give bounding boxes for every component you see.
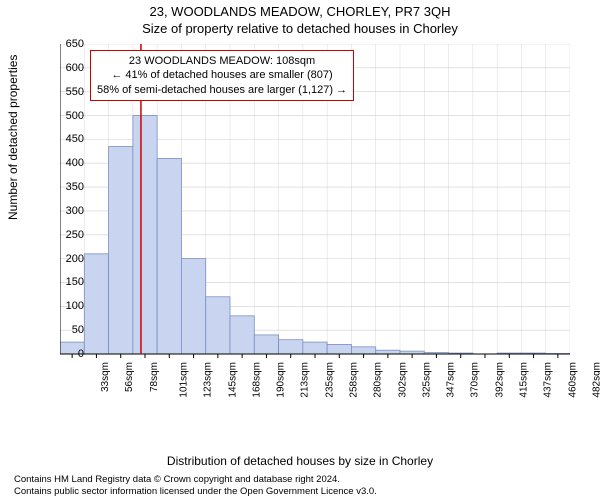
xtick-label: 415sqm xyxy=(519,362,530,398)
ytick-label: 600 xyxy=(54,62,84,74)
ytick-label: 0 xyxy=(54,348,84,360)
ytick-label: 50 xyxy=(54,324,84,336)
xtick-label: 347sqm xyxy=(446,362,457,398)
ytick-label: 250 xyxy=(54,229,84,241)
xtick-label: 325sqm xyxy=(421,362,432,398)
ytick-label: 550 xyxy=(54,86,84,98)
xtick-label: 482sqm xyxy=(591,362,600,398)
xtick-label: 392sqm xyxy=(494,362,505,398)
xtick-label: 437sqm xyxy=(543,362,554,398)
xtick-label: 280sqm xyxy=(373,362,384,398)
ytick-label: 500 xyxy=(54,110,84,122)
annotation-line3: 58% of semi-detached houses are larger (… xyxy=(97,83,347,97)
xtick-label: 56sqm xyxy=(124,362,135,392)
xtick-label: 123sqm xyxy=(203,362,214,398)
annotation-box: 23 WOODLANDS MEADOW: 108sqm ← 41% of det… xyxy=(90,50,354,101)
x-axis-label: Distribution of detached houses by size … xyxy=(0,454,600,468)
xtick-label: 213sqm xyxy=(300,362,311,398)
ytick-label: 450 xyxy=(54,133,84,145)
xtick-label: 190sqm xyxy=(276,362,287,398)
xtick-label: 370sqm xyxy=(470,362,481,398)
xtick-label: 460sqm xyxy=(567,362,578,398)
xtick-label: 258sqm xyxy=(349,362,360,398)
xtick-label: 78sqm xyxy=(149,362,160,392)
footer-attribution: Contains HM Land Registry data © Crown c… xyxy=(14,474,377,498)
y-axis-label: Number of detached properties xyxy=(6,55,20,220)
ytick-label: 150 xyxy=(54,276,84,288)
ytick-label: 200 xyxy=(54,253,84,265)
xtick-label: 33sqm xyxy=(100,362,111,392)
footer-line2: Contains public sector information licen… xyxy=(14,486,377,498)
annotation-line2: ← 41% of detached houses are smaller (80… xyxy=(97,68,347,82)
ytick-label: 300 xyxy=(54,205,84,217)
footer-line1: Contains HM Land Registry data © Crown c… xyxy=(14,474,377,486)
xtick-label: 168sqm xyxy=(251,362,262,398)
ytick-label: 100 xyxy=(54,300,84,312)
chart-area: 23 WOODLANDS MEADOW: 108sqm ← 41% of det… xyxy=(60,44,570,404)
xtick-label: 302sqm xyxy=(397,362,408,398)
chart-supertitle: 23, WOODLANDS MEADOW, CHORLEY, PR7 3QH xyxy=(0,0,600,19)
ytick-label: 650 xyxy=(54,38,84,50)
ytick-label: 400 xyxy=(54,157,84,169)
xtick-label: 145sqm xyxy=(227,362,238,398)
xtick-label: 235sqm xyxy=(324,362,335,398)
ytick-label: 350 xyxy=(54,181,84,193)
chart-title: Size of property relative to detached ho… xyxy=(0,19,600,36)
annotation-line1: 23 WOODLANDS MEADOW: 108sqm xyxy=(97,54,347,68)
xtick-label: 101sqm xyxy=(179,362,190,398)
